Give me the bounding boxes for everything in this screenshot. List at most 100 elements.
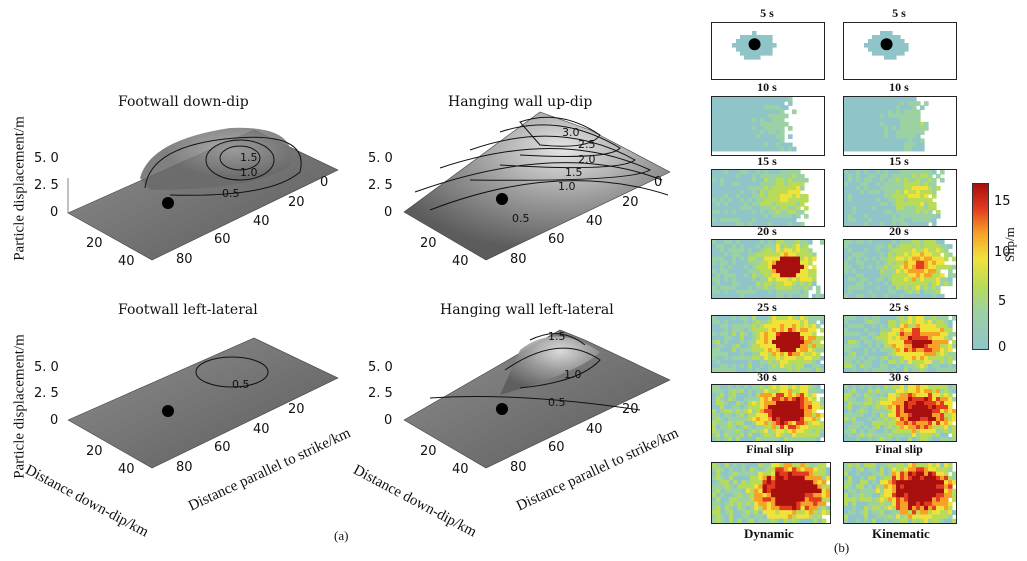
dip-tick: 20 — [86, 444, 103, 459]
strike-tick: 40 — [253, 422, 270, 437]
strike-tick: 40 — [253, 214, 270, 229]
hypocenter-marker — [880, 38, 893, 51]
slip-snapshot-dynamic — [711, 315, 825, 373]
colorbar-tick: 15 — [994, 194, 1011, 209]
slip-snapshot-dynamic — [711, 462, 831, 524]
dip-tick: 40 — [118, 462, 135, 477]
contour-label: 1.5 — [565, 166, 583, 179]
snapshot-time-label: 30 s — [757, 370, 777, 384]
surface-hanging-wall-up-dip — [403, 111, 671, 261]
slip-snapshot-kinematic — [843, 239, 957, 299]
strike-tick: 80 — [176, 460, 193, 475]
contour-label: 0.5 — [512, 212, 530, 225]
contour-label: 1.0 — [558, 180, 576, 193]
contour-label: 2.0 — [578, 153, 596, 166]
plot-title-footwall-left-lateral: Footwall left-lateral — [118, 302, 258, 318]
dip-tick: 20 — [420, 444, 437, 459]
strike-tick: 60 — [548, 440, 565, 455]
contour-label: 1.5 — [548, 330, 566, 343]
snapshot-time-label: 10 s — [757, 80, 777, 94]
snapshot-time-label: 25 s — [889, 300, 909, 314]
slip-snapshot-dynamic — [711, 169, 825, 227]
slip-snapshot-dynamic — [711, 384, 825, 442]
slip-snapshot-kinematic — [843, 96, 957, 156]
dip-tick: 40 — [118, 254, 135, 269]
hypocenter-marker — [748, 38, 761, 51]
colorbar-label: Slip/m — [1002, 227, 1017, 262]
strike-tick: 20 — [622, 402, 639, 417]
strike-tick: 20 — [288, 402, 305, 417]
slip-snapshot-kinematic — [843, 315, 957, 373]
slip-snapshot-kinematic — [843, 462, 957, 524]
snapshot-time-label: 20 s — [757, 224, 777, 238]
snapshot-time-label: 15 s — [889, 154, 909, 168]
ytick: 2. 5 — [368, 178, 393, 193]
strike-tick: 80 — [510, 252, 527, 267]
snapshot-time-label: 10 s — [889, 80, 909, 94]
ytick: 0 — [384, 205, 393, 220]
snapshot-time-label: 20 s — [889, 224, 909, 238]
column-label-dynamic: Dynamic — [744, 526, 794, 541]
ytick: 0 — [50, 205, 59, 220]
slip-snapshot-kinematic — [843, 169, 957, 227]
plot-title-footwall-down-dip: Footwall down-dip — [118, 94, 249, 110]
dip-tick: 40 — [452, 462, 469, 477]
strike-tick: 80 — [176, 252, 193, 267]
ytick: 5. 0 — [34, 151, 59, 166]
plot-title-hanging-wall-up-dip: Hanging wall up-dip — [448, 94, 593, 110]
strike-tick: 20 — [622, 195, 639, 210]
surface-hanging-wall-left-lateral — [403, 329, 671, 469]
contour-label: 0.5 — [548, 396, 566, 409]
contour-label: 2.5 — [578, 138, 596, 151]
strike-tick: 40 — [586, 214, 603, 229]
strike-tick: 0 — [320, 175, 329, 190]
ytick: 0 — [50, 413, 59, 428]
slip-snapshot-kinematic — [843, 384, 957, 442]
ytick: 2. 5 — [368, 386, 393, 401]
slip-snapshot-dynamic — [711, 96, 825, 156]
dip-tick: 20 — [86, 236, 103, 251]
slip-snapshot-kinematic — [843, 22, 957, 80]
contour-label: 1.5 — [240, 151, 258, 164]
snapshot-time-label: Final slip — [746, 442, 794, 456]
ytick: 5. 0 — [368, 151, 393, 166]
colorbar-tick: 10 — [994, 245, 1011, 260]
snapshot-time-label: 5 s — [760, 6, 774, 20]
colorbar — [972, 183, 989, 350]
dip-tick: 40 — [452, 254, 469, 269]
snapshot-time-label: 5 s — [892, 6, 906, 20]
snapshot-time-label: 30 s — [889, 370, 909, 384]
snapshot-time-label: 15 s — [757, 154, 777, 168]
contour-label: 0.5 — [232, 378, 250, 391]
surface-footwall-left-lateral — [67, 337, 339, 469]
contour-label: 0.5 — [222, 187, 240, 200]
snapshot-time-label: Final slip — [875, 442, 923, 456]
contour-label: 1.0 — [564, 368, 582, 381]
ytick: 5. 0 — [368, 360, 393, 375]
ytick: 2. 5 — [34, 386, 59, 401]
strike-tick: 0 — [654, 175, 663, 190]
snapshot-time-label: 25 s — [757, 300, 777, 314]
slip-snapshot-dynamic — [711, 239, 825, 299]
panel-label-b: (b) — [834, 540, 850, 555]
contour-label: 1.0 — [240, 166, 258, 179]
strike-tick: 80 — [510, 460, 527, 475]
strike-tick: 40 — [586, 422, 603, 437]
plot-title-hanging-wall-left-lateral: Hanging wall left-lateral — [440, 302, 614, 318]
column-label-kinematic: Kinematic — [872, 526, 930, 541]
ytick: 0 — [384, 413, 393, 428]
ytick: 2. 5 — [34, 178, 59, 193]
dip-tick: 20 — [420, 236, 437, 251]
ytick: 5. 0 — [34, 360, 59, 375]
colorbar-tick: 5 — [998, 294, 1007, 309]
slip-snapshot-dynamic — [711, 22, 825, 80]
contour-label: 3.0 — [562, 126, 580, 139]
panel-label-a: (a) — [334, 528, 349, 543]
colorbar-tick: 0 — [998, 340, 1007, 355]
strike-tick: 60 — [214, 232, 231, 247]
strike-tick: 20 — [288, 195, 305, 210]
strike-tick: 60 — [214, 440, 231, 455]
strike-tick: 60 — [548, 232, 565, 247]
surface-footwall-down-dip — [67, 127, 339, 261]
